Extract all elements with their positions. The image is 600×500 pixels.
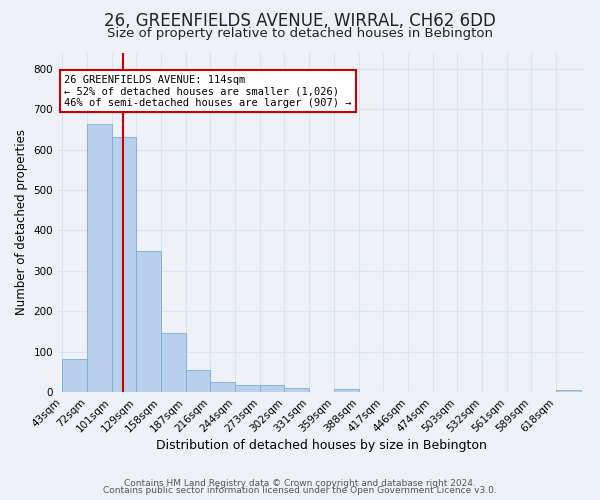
Bar bbox=[161, 333, 186, 392]
Text: 26 GREENFIELDS AVENUE: 114sqm
← 52% of detached houses are smaller (1,026)
46% o: 26 GREENFIELDS AVENUE: 114sqm ← 52% of d… bbox=[64, 74, 352, 108]
Text: Size of property relative to detached houses in Bebington: Size of property relative to detached ho… bbox=[107, 28, 493, 40]
Bar bbox=[62, 359, 87, 392]
Bar bbox=[112, 138, 136, 392]
Bar bbox=[284, 388, 309, 392]
Text: Contains public sector information licensed under the Open Government Licence v3: Contains public sector information licen… bbox=[103, 486, 497, 495]
Bar bbox=[556, 390, 581, 392]
Bar bbox=[211, 382, 235, 392]
X-axis label: Distribution of detached houses by size in Bebington: Distribution of detached houses by size … bbox=[156, 440, 487, 452]
Y-axis label: Number of detached properties: Number of detached properties bbox=[15, 130, 28, 316]
Bar bbox=[136, 252, 161, 392]
Bar bbox=[186, 370, 211, 392]
Bar bbox=[260, 385, 284, 392]
Bar bbox=[87, 124, 112, 392]
Bar bbox=[334, 389, 359, 392]
Text: Contains HM Land Registry data © Crown copyright and database right 2024.: Contains HM Land Registry data © Crown c… bbox=[124, 478, 476, 488]
Bar bbox=[235, 385, 260, 392]
Text: 26, GREENFIELDS AVENUE, WIRRAL, CH62 6DD: 26, GREENFIELDS AVENUE, WIRRAL, CH62 6DD bbox=[104, 12, 496, 30]
